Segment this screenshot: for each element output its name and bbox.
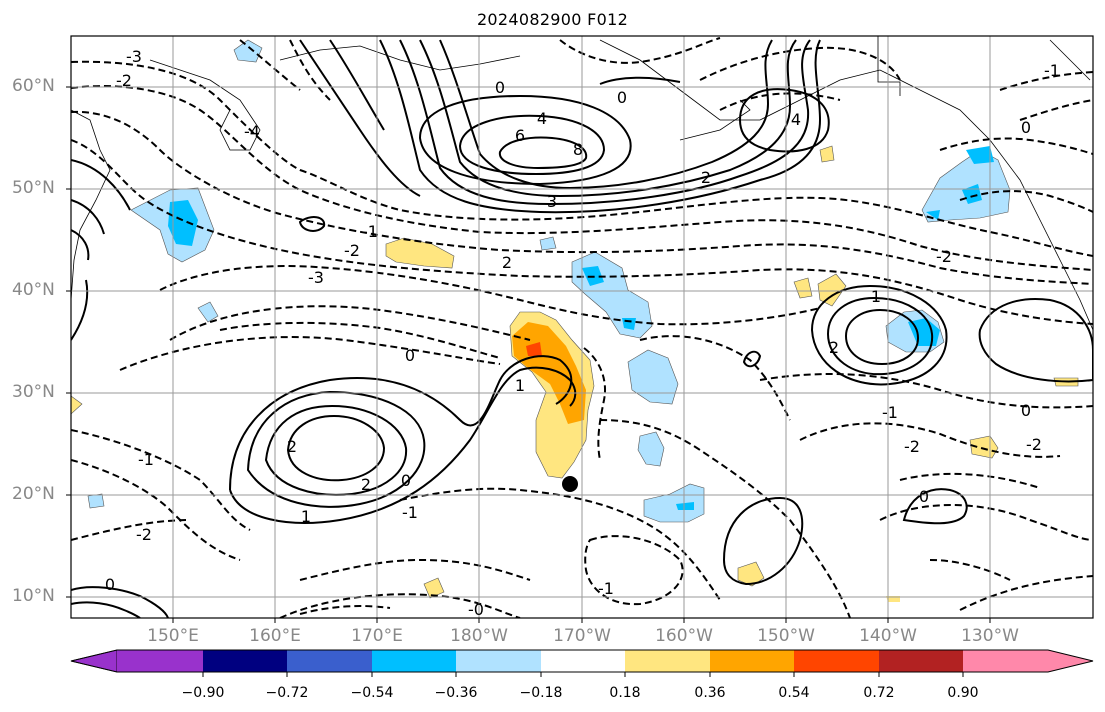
contour-label: 2 <box>287 437 297 456</box>
contour-label: 0 <box>405 346 415 365</box>
colorbar-segment <box>541 650 625 672</box>
longitude-label: 170°E <box>351 626 403 646</box>
solid-contours <box>71 39 1093 618</box>
contour-label: 0 <box>401 471 411 490</box>
latitude-label: 10°N <box>12 586 55 606</box>
contour-label: 4 <box>537 109 547 128</box>
contour-label: -1 <box>1044 61 1060 80</box>
latitude-label: 20°N <box>12 484 55 504</box>
colorbar-segment <box>710 650 794 672</box>
contour-label: -3 <box>126 47 142 66</box>
longitude-label: 180°W <box>450 626 508 646</box>
latitude-label: 50°N <box>12 178 55 198</box>
contour-label: -0 <box>468 600 484 619</box>
negative-shading <box>87 39 1011 523</box>
colorbar-tick-label: 0.90 <box>947 685 979 701</box>
colorbar-tick-label: −0.36 <box>434 685 478 701</box>
contour-label: -2 <box>1026 435 1042 454</box>
contour-label: -1 <box>362 222 378 241</box>
colorbar-segment <box>625 650 710 672</box>
colorbar-segment <box>70 649 118 673</box>
contour-label: 0 <box>1021 401 1031 420</box>
colorbar-segment <box>203 650 287 672</box>
colorbar-tick-label: 0.36 <box>694 685 726 701</box>
contour-label: 8 <box>573 140 583 159</box>
latitude-label: 30°N <box>12 382 55 402</box>
map-title: 2024082900 F012 <box>476 10 629 29</box>
contour-label: 1 <box>515 376 525 395</box>
colorbar-tick-label: −0.18 <box>519 685 563 701</box>
storm-center-marker <box>562 476 578 492</box>
contour-labels: 0 2 4 6 8 3 2 0 -2 -3 -1 0 1 2 -4 -3 -2 … <box>105 47 1060 619</box>
contour-label: -2 <box>936 247 952 266</box>
colorbar-tick-label: −0.54 <box>350 685 394 701</box>
colorbar-tick-label: −0.90 <box>181 685 225 701</box>
colorbar-segment <box>963 650 1048 672</box>
contour-label: 6 <box>515 126 525 145</box>
longitude-label: 150°W <box>757 626 815 646</box>
contour-label: 2 <box>829 338 839 357</box>
contour-label: -3 <box>308 268 324 287</box>
contour-label: 0 <box>1021 118 1031 137</box>
contour-label: 2 <box>361 475 371 494</box>
contour-label: 2 <box>701 168 711 187</box>
contour-label: -1 <box>598 579 614 598</box>
contour-label: -1 <box>882 403 898 422</box>
colorbar-tick-label: 0.54 <box>778 685 810 701</box>
contour-label: 0 <box>617 88 627 107</box>
colorbar-segment <box>117 650 203 672</box>
latitude-label: 40°N <box>12 280 55 300</box>
contour-label: 0 <box>495 78 505 97</box>
contour-label: 1 <box>301 507 311 526</box>
contour-label: -1 <box>138 450 154 469</box>
contour-label: 4 <box>791 110 801 129</box>
tick-marks <box>66 86 991 623</box>
latitude-label: 60°N <box>12 76 55 96</box>
longitude-label: 150°E <box>147 626 199 646</box>
longitude-label: 130°W <box>961 626 1019 646</box>
colorbar-segment <box>794 650 879 672</box>
colorbar-tick-label: −0.72 <box>265 685 309 701</box>
contour-label: -2 <box>116 71 132 90</box>
colorbar-segment <box>456 650 541 672</box>
dashed-contours <box>71 37 1093 618</box>
contour-label: 2 <box>502 253 512 272</box>
contour-label: 0 <box>919 487 929 506</box>
contour-label: -2 <box>344 241 360 260</box>
contour-label: -2 <box>136 525 152 544</box>
colorbar-segment <box>1048 650 1093 672</box>
longitude-label: 160°E <box>249 626 301 646</box>
colorbar-segment <box>372 650 456 672</box>
longitude-label: 140°W <box>859 626 917 646</box>
colorbar <box>70 649 1094 677</box>
contour-label: -4 <box>244 122 260 141</box>
contour-label: 1 <box>871 287 881 306</box>
contour-label: -1 <box>402 503 418 522</box>
colorbar-segment <box>287 650 372 672</box>
colorbar-segment <box>879 650 963 672</box>
contour-label: 0 <box>105 575 115 594</box>
colorbar-tick-label: 0.18 <box>609 685 641 701</box>
contour-label: -2 <box>904 437 920 456</box>
colorbar-tick-label: 0.72 <box>863 685 895 701</box>
longitude-label: 170°W <box>553 626 611 646</box>
gridlines <box>71 36 1093 618</box>
contour-label: 3 <box>547 192 557 211</box>
longitude-label: 160°W <box>655 626 713 646</box>
positive-shading <box>71 145 1079 602</box>
